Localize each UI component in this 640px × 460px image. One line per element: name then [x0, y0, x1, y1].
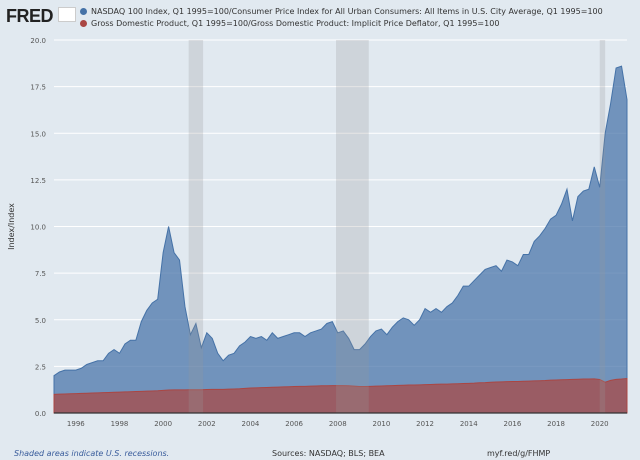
- x-tick-label: 2008: [329, 420, 347, 428]
- legend-label: Gross Domestic Product, Q1 1995=100/Gros…: [91, 19, 500, 28]
- legend-item-nasdaq: NASDAQ 100 Index, Q1 1995=100/Consumer P…: [80, 7, 603, 16]
- legend-item-gdp: Gross Domestic Product, Q1 1995=100/Gros…: [80, 19, 499, 28]
- recession-band: [336, 40, 369, 413]
- x-tick-label: 2002: [198, 420, 216, 428]
- sources: Sources: NASDAQ; BLS; BEA: [272, 449, 385, 458]
- x-tick-label: 2012: [416, 420, 434, 428]
- recession-band: [599, 40, 606, 413]
- short-link[interactable]: myf.red/g/FHMP: [487, 449, 551, 458]
- y-axis-label: Index/Index: [7, 203, 16, 250]
- x-tick-label: 2010: [373, 420, 391, 428]
- series-area-0: [53, 65, 628, 414]
- y-tick-label: 17.5: [30, 84, 46, 92]
- chart-logo-icon: [58, 7, 76, 22]
- y-tick-label: 7.5: [35, 270, 46, 278]
- x-tick-label: 2000: [154, 420, 172, 428]
- y-tick-label: 20.0: [30, 37, 46, 45]
- legend-label: NASDAQ 100 Index, Q1 1995=100/Consumer P…: [91, 7, 603, 16]
- y-tick-label: 10.0: [30, 224, 46, 232]
- x-tick-label: 2020: [591, 420, 609, 428]
- y-tick-label: 15.0: [30, 130, 46, 138]
- y-tick-label: 5.0: [35, 317, 46, 325]
- x-tick-label: 2016: [503, 420, 521, 428]
- x-tick-label: 2006: [285, 420, 303, 428]
- fred-logo[interactable]: FRED: [6, 6, 54, 26]
- y-tick-label: 2.5: [35, 363, 46, 371]
- x-tick-label: 2014: [460, 420, 478, 428]
- x-tick-label: 1996: [67, 420, 85, 428]
- legend-dot-icon: [80, 8, 87, 15]
- recession-note: Shaded areas indicate U.S. recessions.: [14, 449, 170, 458]
- x-tick-label: 2018: [547, 420, 565, 428]
- y-tick-label: 0.0: [35, 410, 46, 418]
- x-tick-label: 1998: [111, 420, 129, 428]
- legend-dot-icon: [80, 20, 87, 27]
- recession-band: [188, 40, 204, 413]
- series-area-1: [53, 377, 628, 414]
- y-tick-label: 12.5: [30, 177, 46, 185]
- x-tick-label: 2004: [242, 420, 260, 428]
